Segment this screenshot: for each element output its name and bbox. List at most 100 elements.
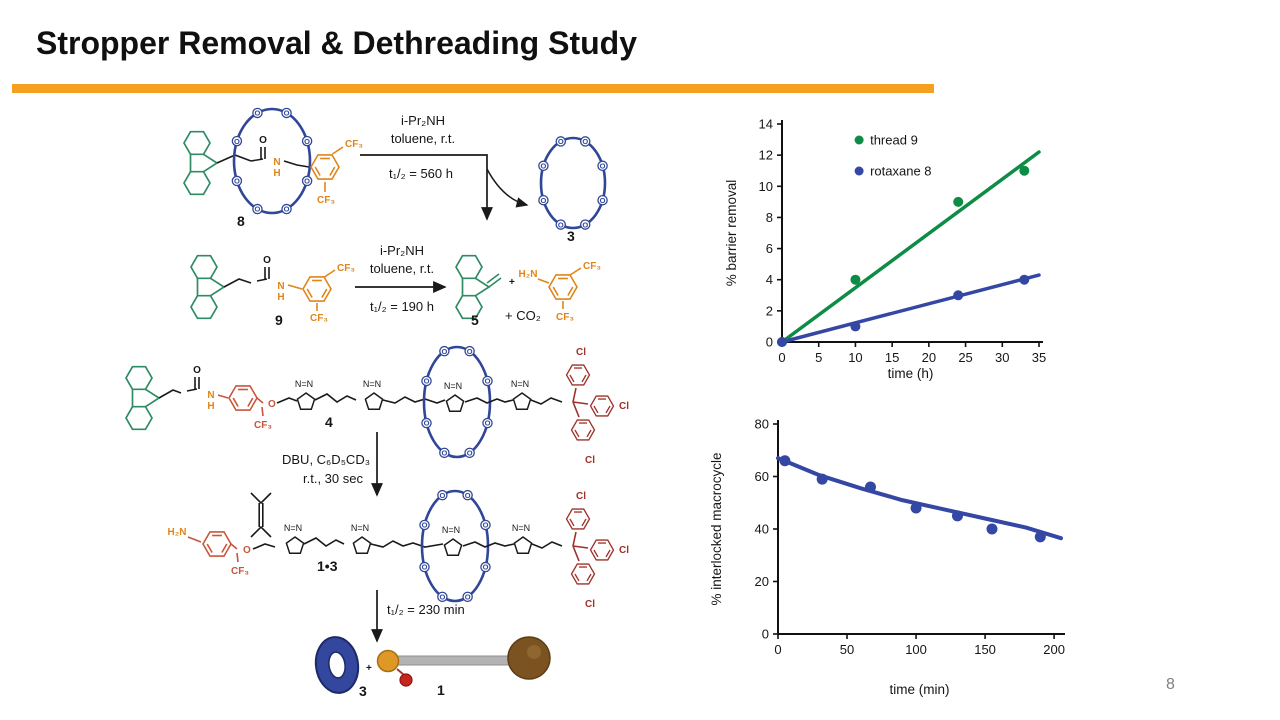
oxygen-atom [439,345,450,357]
compound-9-label: 9 [275,312,283,328]
oxygen-atom [482,375,493,387]
data-point [1019,274,1030,285]
oxygen-atom [462,489,473,501]
dumbbell-rod [390,655,514,666]
oxygen-atom-label: O [284,205,290,214]
carbonyl-oxygen: O [263,255,271,266]
reaction-3-arrow: DBU, C₆D₅CD₃ r.t., 30 sec [282,432,383,497]
h2n-label: H₂N [519,269,538,280]
dumbbell-left-stopper [376,649,400,673]
cl-label: Cl [585,455,595,466]
x-axis-label: time (min) [890,682,950,697]
y-axis-label: % barrier removal [724,180,739,287]
y-tick-label: 80 [755,417,769,432]
oxygen-atom [579,136,591,147]
oxygen-atom-label: O [234,177,240,186]
oxygen-atom [231,175,243,187]
page-number: 8 [1166,676,1175,693]
halflife-label: t₁/₂ = 230 min [387,602,465,617]
oxygen-atom [555,219,567,230]
reaction-2-arrow: i-Pr₂NH toluene, r.t. t₁/₂ = 190 h [355,243,447,314]
data-point [910,502,922,514]
triazole-label: N=N [351,523,369,533]
plus-sign: + [366,663,372,674]
oxygen-atom-label: O [424,419,430,428]
slide-title: Stropper Removal & Dethreading Study [36,25,637,61]
oxygen-atom [538,160,549,172]
fluorene-group [125,365,160,431]
data-point [1034,531,1046,543]
legend-marker [854,166,864,176]
oxygen-atom-label: O [304,177,310,186]
triazole-label: N=N [442,525,460,535]
y-axis-label: % interlocked macrocycle [709,452,724,605]
oxygen-atom [419,519,430,531]
triazole-label: N=N [444,381,462,391]
data-point [779,455,791,467]
triazole-label: N=N [295,379,313,389]
y-tick-label: 6 [766,241,773,256]
x-tick-label: 30 [995,350,1009,365]
y-tick-label: 0 [766,335,773,350]
oxygen-atom-label: O [600,196,606,205]
data-point [986,523,998,535]
ether-oxygen: O [243,545,251,556]
cf3-label: CF₃ [337,263,355,274]
fit-line [780,150,1041,344]
oxygen-atom [301,135,313,147]
fluorene-group [183,130,218,196]
oxygen-atom-label: O [483,521,489,530]
x-axis-label: time (h) [888,366,934,381]
y-tick-label: 4 [766,272,773,287]
oxygen-atom [538,194,549,206]
carbonyl-oxygen: O [193,365,201,376]
x-tick-label: 0 [778,350,785,365]
fit-line [776,456,1063,541]
oxygen-atom [281,107,292,119]
thread-9-structure: O N H CF₃ CF₃ 9 [190,254,355,328]
oxygen-atom-label: O [441,449,447,458]
trityl-stopper [567,365,614,440]
y-tick-label: 10 [759,179,773,194]
compound-1-3-label: 1•3 [317,558,338,574]
cf3-label: CF₃ [583,261,601,272]
rotaxane-8-structure: O N H CF₃ CF₃ 8 O O O O O O O O [183,107,363,229]
cf3-label: CF₃ [254,420,272,431]
macrocycle-3-structure: 3 O O O O O O O O [538,136,608,244]
compound-5-label: 5 [471,312,479,328]
oxygen-atom [301,175,313,187]
reaction-scheme: O N H CF₃ CF₃ 8 O O O O O O O O i-Pr₂NH toluene… [125,107,629,699]
triazole-ring [512,392,532,411]
reagent-line2: toluene, r.t. [370,261,434,276]
x-tick-label: 0 [774,642,781,657]
chart-dethreading: 0 50 100 150 200 0 20 40 60 80 time (min) % interlo… [709,417,1065,697]
cf3-label: CF₃ [345,139,363,150]
data-point [1019,165,1030,176]
oxygen-atom-label: O [439,593,445,602]
oxygen-atom [462,591,473,603]
y-tick-label: 40 [755,522,769,537]
benzyl-ring [228,385,258,411]
macrocycle-torus [314,636,360,694]
x-tick-label: 25 [958,350,972,365]
oxygen-atom [579,219,591,230]
oxygen-atom-label: O [234,137,240,146]
oxygen-atom [419,561,430,573]
cartoon-products: 3 + 1 [314,636,551,699]
oxygen-atom-label: O [255,109,261,118]
data-point [777,337,787,347]
cl-label: Cl [619,545,629,556]
oxygen-atom [480,519,491,531]
x-tick-label: 10 [848,350,862,365]
oxygen-atom [421,375,432,387]
ether-oxygen: O [268,399,276,410]
legend-label: rotaxane 8 [870,164,931,179]
amide-hydrogen: H [273,168,280,179]
data-point [816,473,828,485]
plus-sign: + [509,277,515,288]
cf3-label: CF₃ [231,566,249,577]
fluorene-group [455,254,490,320]
x-tick-label: 35 [1032,350,1046,365]
accent-bar [12,84,934,93]
legend-label: thread 9 [870,133,918,148]
